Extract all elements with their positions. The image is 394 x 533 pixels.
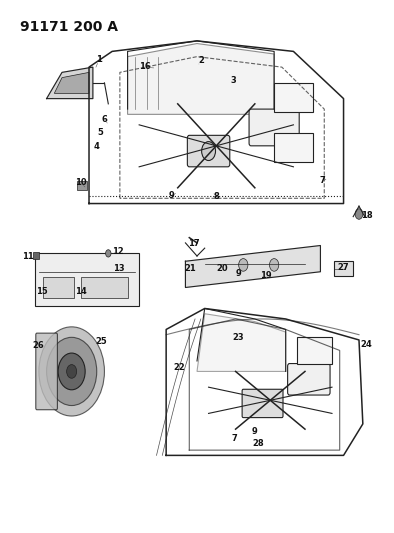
Circle shape <box>106 250 111 257</box>
FancyBboxPatch shape <box>43 277 74 298</box>
FancyBboxPatch shape <box>36 333 58 410</box>
Text: 1: 1 <box>96 55 102 64</box>
Text: 14: 14 <box>74 287 86 296</box>
Text: 16: 16 <box>139 62 151 70</box>
FancyBboxPatch shape <box>274 133 313 161</box>
Text: 4: 4 <box>94 142 100 151</box>
Text: 25: 25 <box>95 336 107 345</box>
Circle shape <box>67 365 77 378</box>
Text: 23: 23 <box>233 333 244 342</box>
Text: 91171 200 A: 91171 200 A <box>20 20 117 34</box>
Text: 2: 2 <box>198 56 204 66</box>
Polygon shape <box>197 314 286 372</box>
Text: 10: 10 <box>76 178 87 187</box>
Text: 9: 9 <box>169 191 175 200</box>
Text: 9: 9 <box>252 427 258 437</box>
Circle shape <box>46 337 97 406</box>
Text: 15: 15 <box>36 287 48 296</box>
Circle shape <box>239 259 248 271</box>
Text: 3: 3 <box>231 76 236 85</box>
Circle shape <box>214 143 218 149</box>
Text: 9: 9 <box>236 269 242 278</box>
Circle shape <box>39 327 104 416</box>
Circle shape <box>355 209 363 219</box>
FancyBboxPatch shape <box>242 389 283 417</box>
Text: 19: 19 <box>260 271 271 280</box>
Text: 12: 12 <box>112 247 124 256</box>
Text: 5: 5 <box>98 128 104 136</box>
FancyBboxPatch shape <box>81 277 128 298</box>
FancyBboxPatch shape <box>35 253 139 306</box>
Text: 6: 6 <box>102 115 108 124</box>
Text: 8: 8 <box>214 192 219 201</box>
Text: 11: 11 <box>22 252 34 261</box>
FancyBboxPatch shape <box>274 83 313 112</box>
Circle shape <box>268 398 272 403</box>
FancyBboxPatch shape <box>249 109 299 146</box>
Text: 7: 7 <box>320 176 325 185</box>
Text: 26: 26 <box>32 341 44 350</box>
FancyBboxPatch shape <box>188 135 230 167</box>
Polygon shape <box>186 246 320 287</box>
Polygon shape <box>54 72 89 93</box>
FancyBboxPatch shape <box>334 261 353 276</box>
Text: 18: 18 <box>361 211 372 220</box>
Polygon shape <box>128 44 274 115</box>
FancyBboxPatch shape <box>297 337 332 364</box>
Text: 27: 27 <box>338 263 349 272</box>
Polygon shape <box>46 67 93 99</box>
Text: 20: 20 <box>217 264 228 272</box>
Circle shape <box>269 259 279 271</box>
Circle shape <box>58 353 85 390</box>
FancyBboxPatch shape <box>78 181 87 190</box>
Text: 17: 17 <box>188 239 200 248</box>
Circle shape <box>202 142 216 160</box>
Text: 13: 13 <box>113 264 125 272</box>
Text: 7: 7 <box>232 434 238 443</box>
FancyBboxPatch shape <box>33 252 39 259</box>
Text: 21: 21 <box>184 264 196 272</box>
Text: 24: 24 <box>361 340 373 349</box>
Text: 28: 28 <box>252 439 264 448</box>
Text: 22: 22 <box>173 363 185 372</box>
FancyBboxPatch shape <box>288 364 330 395</box>
